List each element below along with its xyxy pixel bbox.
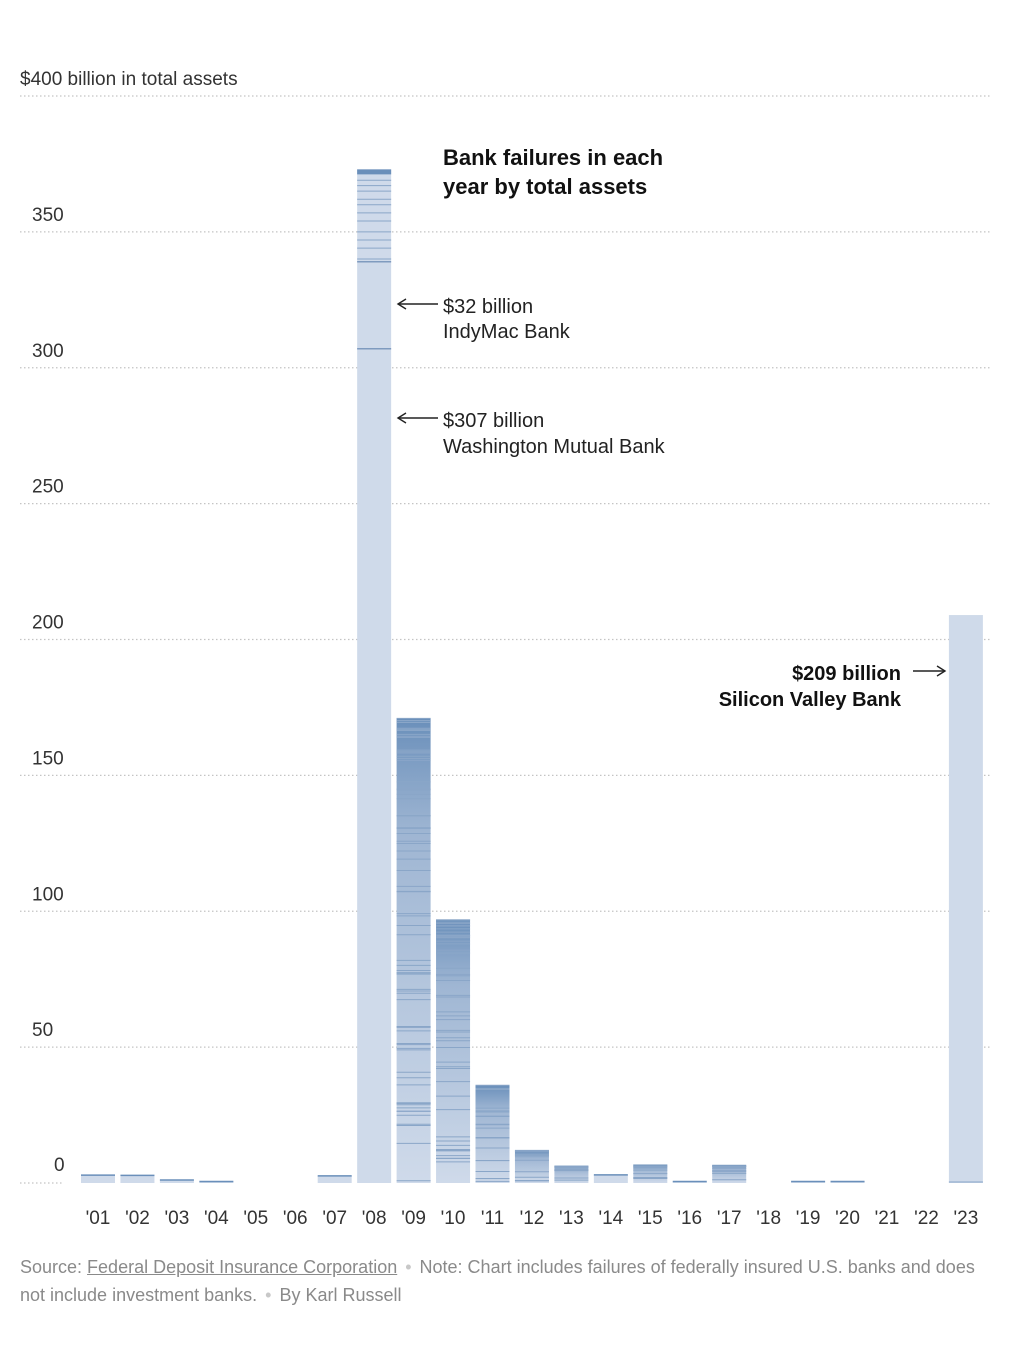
bars <box>81 169 983 1183</box>
annotation-arrow-head <box>396 298 407 310</box>
x-tick-label: '14 <box>598 1208 623 1229</box>
bar-02 <box>120 1175 155 1183</box>
x-tick-label: '22 <box>914 1208 939 1229</box>
y-tick-label: 250 <box>32 477 64 498</box>
annotation-arrow-head <box>936 665 947 677</box>
x-tick-label: '10 <box>441 1208 466 1229</box>
x-tick-label: '18 <box>756 1208 781 1229</box>
annotations: $32 billion IndyMac Bank $307 billion Washi… <box>396 296 947 711</box>
y-tick-label: 0 <box>54 1155 65 1176</box>
bar-11 <box>475 1085 510 1183</box>
bar-12 <box>514 1150 549 1183</box>
annotation-value: $32 billion <box>443 296 533 318</box>
separator-dot: • <box>265 1285 272 1305</box>
x-axis-labels: '01 '02 '03 '04 '05 '06 '07 '08 '09 '10 '11 '12 '13 '… <box>86 1208 979 1229</box>
bar-cap <box>357 169 392 175</box>
x-tick-label: '21 <box>875 1208 900 1229</box>
annotation-value: $209 billion <box>792 663 901 685</box>
x-tick-label: '19 <box>796 1208 821 1229</box>
x-tick-label: '11 <box>481 1208 504 1229</box>
x-tick-label: '01 <box>86 1208 111 1229</box>
source-link[interactable]: Federal Deposit Insurance Corporation <box>87 1257 398 1277</box>
y-tick-label: 350 <box>32 205 64 226</box>
y-tick-label: $400 billion in total assets <box>20 69 238 90</box>
bar-23 <box>948 615 983 1183</box>
x-tick-label: '08 <box>362 1208 387 1229</box>
y-tick-label: 100 <box>32 884 64 905</box>
y-tick-label: 50 <box>32 1020 53 1041</box>
bar-01 <box>81 1175 115 1183</box>
bar-08 <box>357 169 392 1183</box>
x-tick-label: '07 <box>322 1208 347 1229</box>
annotation-bank-name: Washington Mutual Bank <box>443 436 666 458</box>
annotation-arrow-head <box>396 412 407 424</box>
gridlines: 0 50 100 150 200 250 300 350 $400 billion in tot… <box>20 69 990 1184</box>
x-tick-label: '03 <box>165 1208 190 1229</box>
footer-note: Note: Chart includes failures of federal… <box>20 1257 975 1305</box>
x-tick-label: '02 <box>125 1208 150 1229</box>
byline: By Karl Russell <box>279 1285 402 1305</box>
x-tick-label: '12 <box>520 1208 545 1229</box>
x-tick-label: '13 <box>559 1208 584 1229</box>
x-tick-label: '17 <box>717 1208 742 1229</box>
chart-title-line-1: Bank failures in each <box>443 145 663 170</box>
x-tick-label: '23 <box>954 1208 979 1229</box>
annotation-bank-name: Silicon Valley Bank <box>719 689 902 711</box>
annotation-value: $307 billion <box>443 410 544 432</box>
bar-09 <box>396 718 431 1183</box>
source-prefix: Source: <box>20 1257 88 1277</box>
x-tick-label: '16 <box>677 1208 702 1229</box>
y-tick-label: 300 <box>32 341 64 362</box>
bar-10 <box>436 919 471 1183</box>
x-tick-label: '20 <box>835 1208 860 1229</box>
x-tick-label: '04 <box>204 1208 229 1229</box>
chart-footer: Source: Federal Deposit Insurance Corpor… <box>20 1253 980 1309</box>
y-tick-label: 150 <box>32 748 64 769</box>
chart-title-line-2: year by total assets <box>443 174 647 199</box>
x-tick-label: '09 <box>401 1208 426 1229</box>
separator-dot: • <box>405 1257 412 1277</box>
x-tick-label: '05 <box>243 1208 268 1229</box>
x-tick-label: '06 <box>283 1208 308 1229</box>
bar-07 <box>317 1175 352 1183</box>
bar-14 <box>593 1174 628 1183</box>
y-tick-label: 200 <box>32 613 64 634</box>
x-tick-label: '15 <box>638 1208 663 1229</box>
annotation-bank-name: IndyMac Bank <box>443 321 571 343</box>
bar-03 <box>159 1180 194 1183</box>
bar-17 <box>712 1164 747 1183</box>
